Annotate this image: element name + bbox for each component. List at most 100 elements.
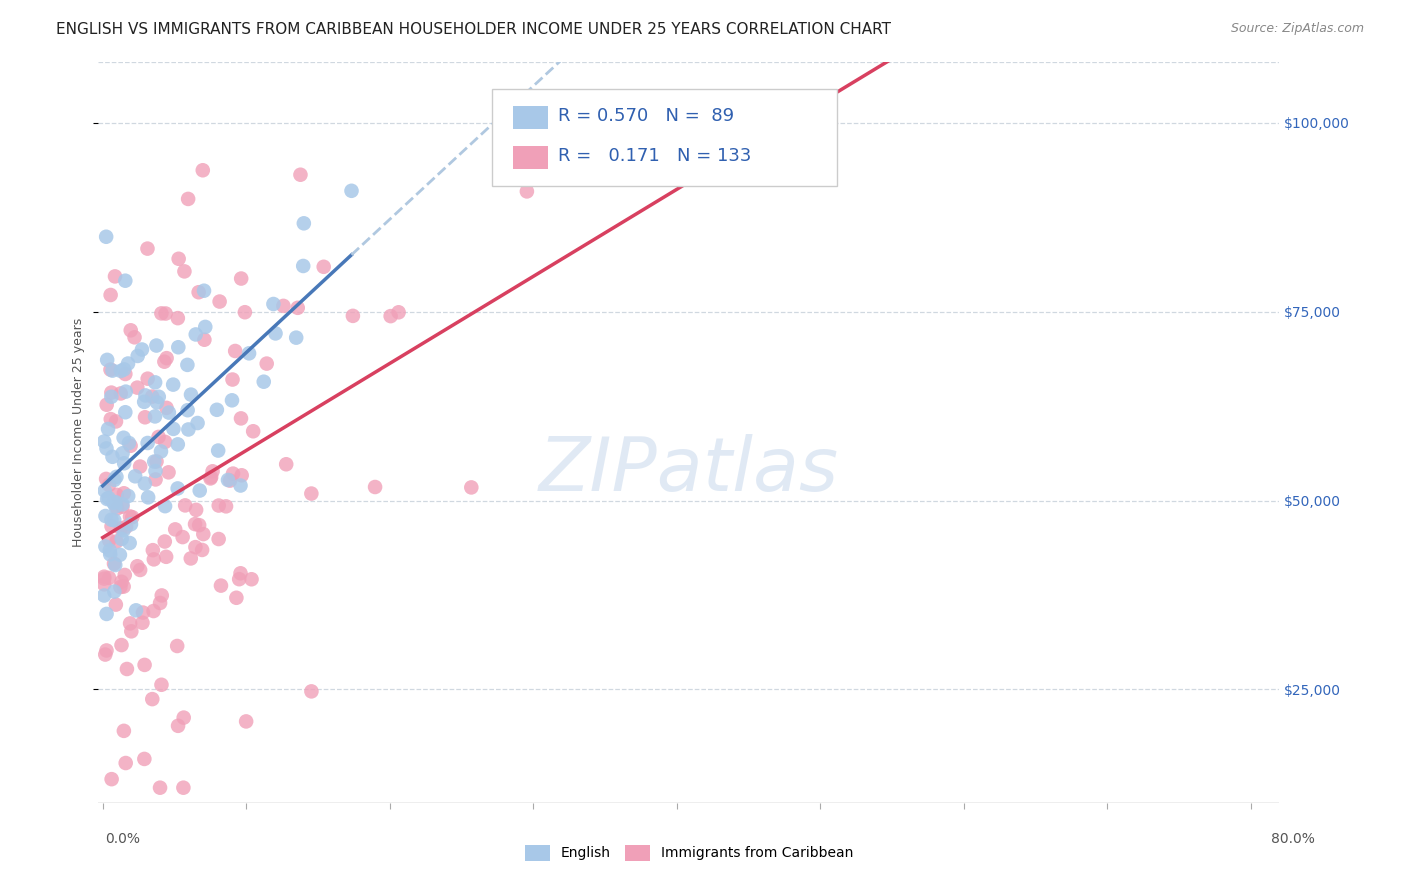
Point [94, 648, 117, 662]
Point [155, 401, 177, 415]
Point [176, 358, 198, 372]
Point [188, 483, 211, 498]
Point [97, 491, 120, 505]
Point [221, 372, 243, 386]
Point [103, 513, 125, 527]
Point [98, 478, 121, 492]
Point [100, 519, 122, 533]
Point [112, 723, 135, 738]
Point [153, 534, 176, 549]
Point [114, 405, 136, 419]
Point [110, 386, 132, 401]
Point [117, 357, 139, 371]
Point [118, 509, 141, 524]
Point [112, 362, 135, 376]
Point [101, 363, 124, 377]
Point [157, 466, 180, 480]
Point [166, 639, 188, 653]
Point [111, 497, 134, 511]
Point [312, 260, 335, 274]
Point [129, 459, 152, 474]
Point [142, 552, 165, 566]
Point [229, 566, 252, 581]
Point [96, 607, 118, 621]
Point [104, 500, 127, 514]
Point [136, 372, 159, 386]
Point [148, 390, 170, 404]
Point [129, 563, 152, 577]
Point [111, 532, 134, 546]
Point [124, 330, 146, 344]
Point [93, 589, 115, 603]
Point [134, 657, 156, 672]
Point [145, 454, 167, 468]
Point [103, 557, 125, 571]
Point [127, 559, 149, 574]
Point [215, 500, 238, 514]
Point [256, 357, 278, 371]
Point [118, 536, 141, 550]
Point [114, 756, 136, 770]
Point [238, 346, 260, 360]
Point [100, 390, 122, 404]
Point [105, 534, 128, 549]
Point [340, 184, 363, 198]
Point [380, 309, 402, 323]
Point [193, 284, 215, 298]
Point [167, 340, 190, 354]
Text: R = 0.570   N =  89: R = 0.570 N = 89 [558, 107, 734, 125]
Point [208, 294, 231, 309]
Point [143, 409, 166, 424]
Point [231, 271, 253, 285]
Point [120, 616, 142, 631]
Point [104, 558, 127, 572]
Legend: English, Immigrants from Caribbean: English, Immigrants from Caribbean [519, 839, 859, 866]
Point [299, 486, 322, 500]
Point [98, 547, 121, 561]
Point [96, 491, 118, 506]
Point [98, 543, 121, 558]
Point [167, 252, 190, 266]
Point [221, 393, 243, 408]
Point [155, 351, 177, 366]
Point [93, 572, 115, 586]
Point [110, 364, 132, 378]
Text: Source: ZipAtlas.com: Source: ZipAtlas.com [1230, 22, 1364, 36]
Point [264, 326, 287, 341]
Point [180, 551, 202, 566]
Point [103, 584, 125, 599]
Point [460, 480, 482, 494]
Point [105, 501, 128, 516]
Point [117, 489, 139, 503]
Point [172, 780, 194, 795]
Point [142, 543, 165, 558]
Point [110, 580, 132, 594]
Point [228, 572, 250, 586]
Point [104, 495, 127, 509]
Point [153, 354, 176, 368]
Point [103, 496, 125, 510]
Point [200, 471, 222, 485]
Point [96, 643, 118, 657]
Point [114, 367, 136, 381]
Point [93, 434, 115, 449]
Point [94, 508, 117, 523]
Point [112, 486, 135, 500]
Point [101, 450, 124, 464]
Point [110, 638, 132, 652]
Text: 0.0%: 0.0% [105, 832, 141, 846]
Point [176, 403, 198, 417]
Point [111, 446, 134, 460]
Point [155, 306, 177, 320]
Point [143, 454, 166, 468]
Text: 80.0%: 80.0% [1271, 832, 1315, 846]
Point [208, 499, 231, 513]
Point [292, 216, 315, 230]
Point [125, 603, 148, 617]
Point [167, 719, 190, 733]
Point [98, 571, 121, 585]
Point [262, 297, 284, 311]
Point [141, 692, 163, 706]
Text: ZIPatlas: ZIPatlas [538, 434, 839, 506]
Point [188, 518, 211, 533]
